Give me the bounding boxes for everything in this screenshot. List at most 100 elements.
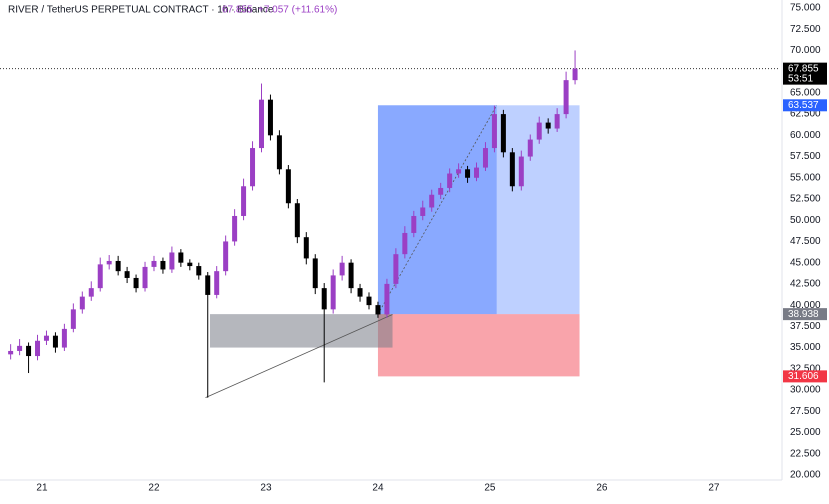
candle-body [232,215,238,242]
candle-body [474,167,480,178]
position-target-zone [377,105,580,315]
price-label-box [783,370,827,383]
candle-body [411,215,417,233]
candle-body [348,262,354,289]
candle-body [97,264,103,289]
y-tick-label: 32.500 [790,363,821,374]
x-tick-label: 24 [372,483,384,494]
candle-body [205,275,211,295]
candle-body [26,345,32,357]
candle-body [258,99,264,149]
candle-body [429,194,435,208]
candle-body [267,99,273,136]
candle-body [196,266,202,276]
candle-body [545,122,551,129]
candle-body [169,252,175,270]
candle-body [339,262,345,276]
candle-body [375,305,381,315]
position-stop-zone [377,314,580,377]
candle-body [303,237,309,259]
chart-title: RIVER / TetherUS PERPETUAL CONTRACT · 1h… [8,5,274,16]
x-tick-label: 23 [260,483,272,494]
y-tick-label: 70.000 [790,45,821,56]
candle-body [420,207,426,216]
candle-body [70,309,76,329]
price-label: 38.938 [788,309,819,320]
candle-body [402,232,408,255]
candle-body [509,152,515,187]
candle-body [456,169,462,174]
candle-body [241,186,247,216]
y-tick-label: 27.500 [790,406,821,417]
candle-body [35,340,41,357]
candle-body [536,122,542,140]
y-tick-label: 50.000 [790,215,821,226]
x-tick-label: 21 [36,483,48,494]
countdown-label: 53:51 [788,73,813,84]
last-price-label: 67.855 [788,63,819,74]
candle-body [133,277,139,289]
candle-body [52,335,58,348]
candle-body [43,335,49,341]
candle-body [61,328,67,348]
candle-body [465,169,471,178]
candle-body [88,288,94,297]
y-tick-label: 42.500 [790,279,821,290]
y-tick-label: 40.000 [790,300,821,311]
candle-body [518,156,524,187]
trend-line [205,314,393,399]
candle-body [223,241,229,272]
candle-body [250,148,256,187]
candle-body [142,266,148,289]
candle-body [178,252,184,263]
candle-body [563,80,569,115]
y-tick-label: 52.500 [790,194,821,205]
candle-body [115,260,121,272]
candle-body [294,203,300,238]
candle-body [572,68,578,81]
y-tick-label: 57.500 [790,151,821,162]
price-label-box [783,99,827,112]
y-tick-label: 55.000 [790,172,821,183]
candle-body [276,135,282,170]
y-tick-label: 60.000 [790,130,821,141]
y-tick-label: 22.500 [790,448,821,459]
candle-body [482,148,488,168]
candle-body [312,258,318,289]
candle-body [330,275,336,310]
candle-body [384,283,390,315]
candle-body [491,114,497,149]
candle-body [106,260,112,265]
candle-body [187,262,193,267]
y-tick-label: 45.000 [790,257,821,268]
header-price: 67.855 [222,5,253,16]
last-price-box [783,62,827,85]
price-label: 63.537 [788,100,819,111]
candle-body [285,169,291,204]
y-tick-label: 72.500 [790,24,821,35]
x-tick-label: 27 [708,483,720,494]
candle-body [151,260,157,267]
y-tick-label: 75.000 [790,3,821,14]
x-tick-label: 25 [484,483,496,494]
x-tick-label: 26 [596,483,608,494]
candle-body [438,187,444,195]
candle-body [527,139,533,157]
header-change: +7.057 (+11.61%) [258,5,337,16]
y-tick-label: 65.000 [790,88,821,99]
price-label: 31.606 [788,371,819,382]
y-tick-label: 37.500 [790,321,821,332]
candle-body [366,296,372,306]
candle-body [79,296,85,310]
candle-body [357,288,363,297]
candle-body [393,254,399,284]
candle-body [17,345,23,351]
y-tick-label: 62.500 [790,109,821,120]
price-label-box [783,308,827,321]
candle-body [160,260,166,270]
candle-body [447,173,453,188]
y-tick-label: 25.000 [790,427,821,438]
x-tick-label: 22 [148,483,160,494]
y-tick-label: 30.000 [790,385,821,396]
